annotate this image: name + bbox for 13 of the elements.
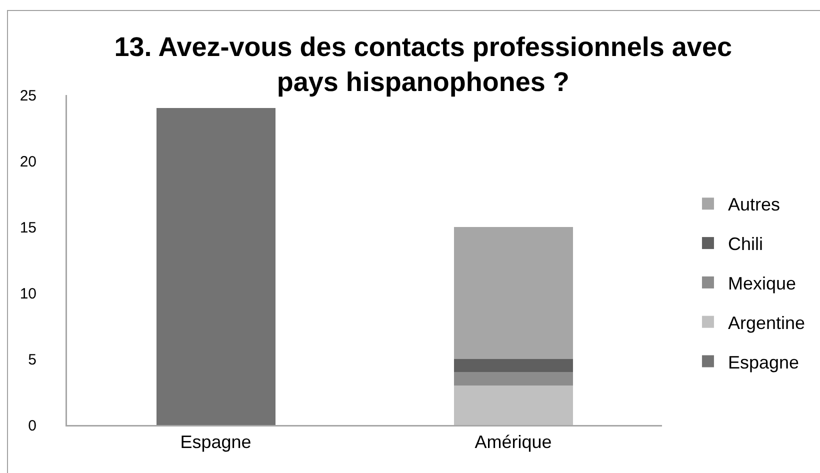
y-tick-label: 0 <box>28 417 36 434</box>
y-tick-label: 15 <box>20 219 36 236</box>
legend-label: Chili <box>728 234 763 254</box>
y-tick-label: 20 <box>20 153 36 170</box>
legend-label: Espagne <box>728 352 800 372</box>
chart-title: 13. Avez-vous des contacts professionnels avec pays hispanophones ? <box>114 32 732 97</box>
legend-label: Argentine <box>728 312 806 333</box>
y-tick-label: 10 <box>20 285 36 302</box>
legend-label: Mexique <box>728 273 796 294</box>
y-tick-label: 25 <box>20 87 36 104</box>
x-tick-label: Amérique <box>474 432 552 452</box>
y-tick-label: 5 <box>28 351 36 368</box>
legend-label: Autres <box>728 194 780 215</box>
